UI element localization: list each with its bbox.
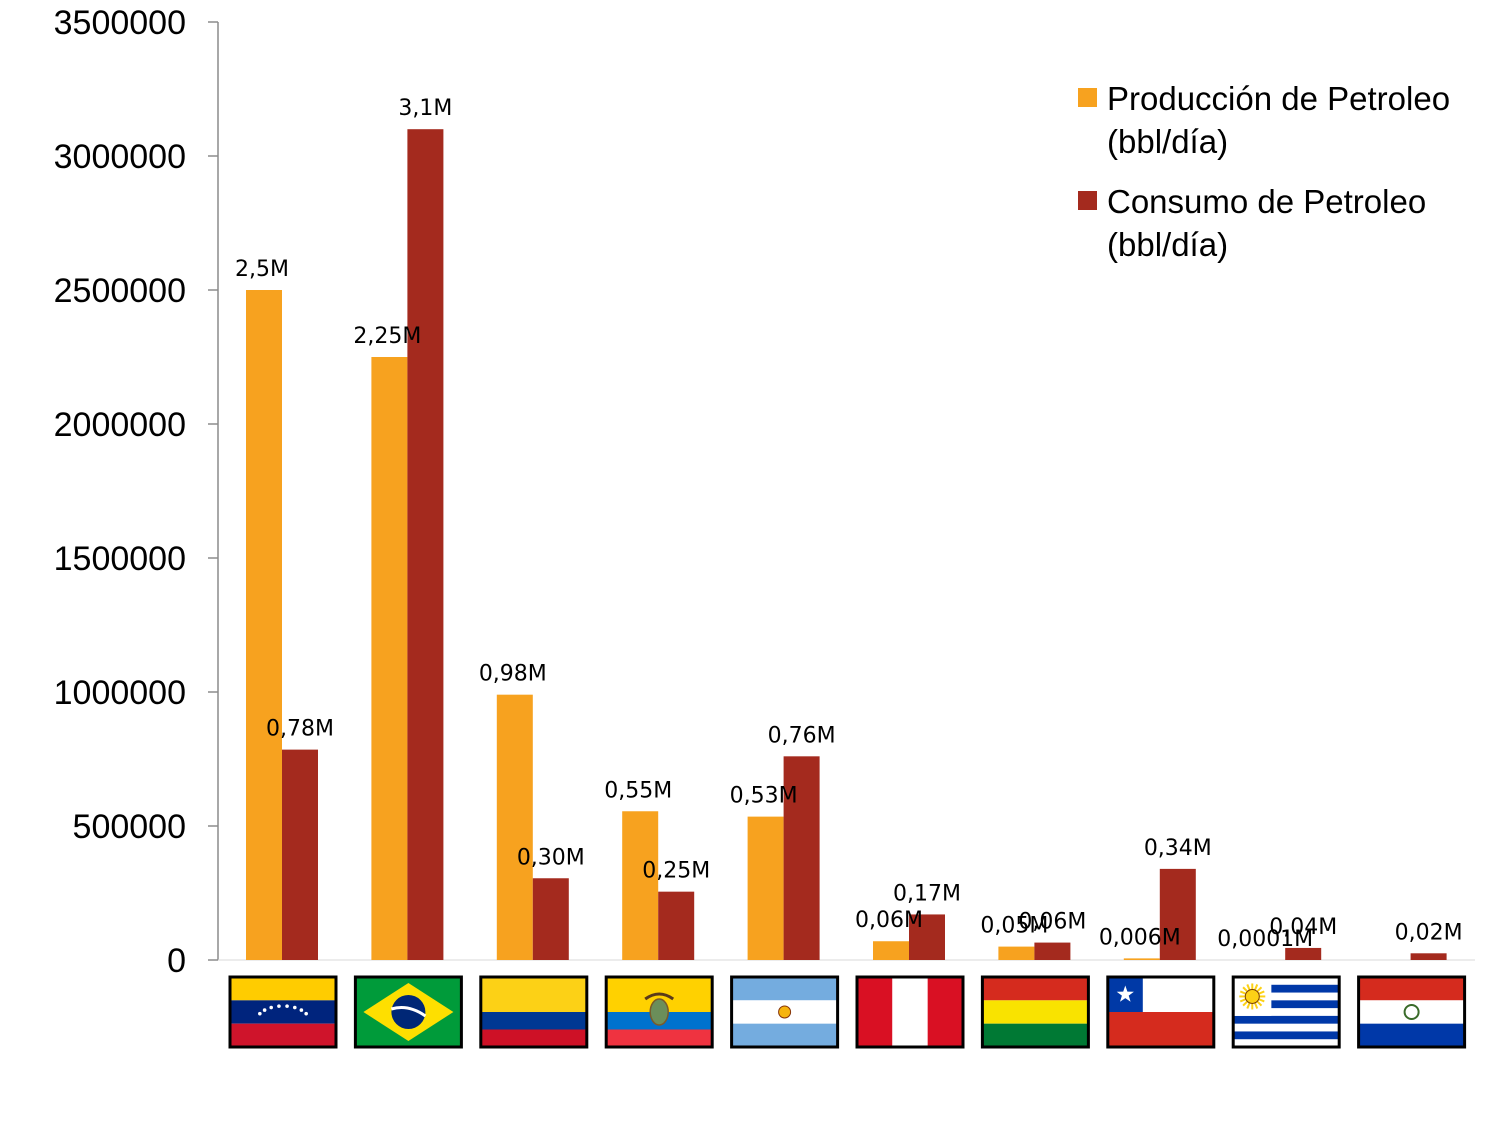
legend-swatch bbox=[1078, 88, 1097, 107]
production-bar bbox=[747, 816, 784, 960]
legend-label: Producción de Petroleo bbox=[1107, 80, 1450, 117]
legend-label: (bbl/día) bbox=[1107, 123, 1228, 160]
y-tick-label: 500000 bbox=[73, 808, 186, 846]
data-label: 0,0001M bbox=[1217, 927, 1313, 952]
data-label: 0,006M bbox=[1099, 925, 1181, 950]
production-bar bbox=[1123, 958, 1160, 960]
bars bbox=[246, 129, 1447, 960]
flag-colombia-icon bbox=[479, 975, 589, 1049]
flag-venezuela-icon bbox=[228, 975, 338, 1049]
data-label: 0,04M bbox=[1269, 915, 1337, 940]
consumption-bar bbox=[1159, 868, 1196, 960]
y-tick-label: 1500000 bbox=[54, 540, 186, 578]
y-tick-label: 2500000 bbox=[54, 272, 186, 310]
data-label: 0,30M bbox=[517, 845, 585, 870]
consumption-bar bbox=[1034, 942, 1071, 960]
data-label: 0,06M bbox=[1018, 910, 1086, 935]
country-flags bbox=[228, 975, 1467, 1049]
flag-bolivia-icon bbox=[980, 975, 1090, 1049]
flag-per-icon bbox=[855, 975, 965, 1049]
data-label: 0,06M bbox=[855, 908, 923, 933]
data-label: 0,98M bbox=[479, 662, 547, 687]
y-tick-label: 0 bbox=[167, 942, 186, 980]
production-bar bbox=[622, 811, 659, 960]
legend-label: (bbl/día) bbox=[1107, 226, 1228, 263]
y-axis: 0 500000 1000000 1500000 2000000 2500000 30000… bbox=[54, 4, 1475, 980]
data-label: 0,53M bbox=[730, 784, 798, 809]
y-tick-label: 2000000 bbox=[54, 406, 186, 444]
data-label: 0,25M bbox=[642, 859, 710, 884]
consumption-bar bbox=[658, 891, 695, 960]
y-tick-label: 1000000 bbox=[54, 674, 186, 712]
y-tick-label: 3000000 bbox=[54, 138, 186, 176]
data-label: 0,55M bbox=[604, 778, 672, 803]
data-label: 0,05M bbox=[980, 914, 1048, 939]
flag-argentina-icon bbox=[730, 975, 840, 1049]
consumption-bar bbox=[909, 914, 945, 960]
consumption-bar bbox=[407, 129, 444, 960]
data-label: 3,1M bbox=[398, 96, 452, 121]
y-tick-label: 3500000 bbox=[54, 4, 186, 42]
data-label: 0,76M bbox=[768, 723, 836, 748]
flag-uruguay-icon bbox=[1231, 975, 1341, 1049]
production-bar bbox=[873, 941, 909, 960]
consumption-bar bbox=[1410, 953, 1447, 960]
legend: Producción de Petroleo (bbl/día) Consumo d… bbox=[1078, 80, 1450, 263]
data-label: 2,5M bbox=[235, 257, 289, 282]
data-label: 2,25M bbox=[353, 324, 421, 349]
flag-brasil-icon bbox=[353, 975, 463, 1049]
data-label: 0,02M bbox=[1395, 920, 1463, 945]
legend-swatch bbox=[1078, 191, 1097, 210]
consumption-bar bbox=[532, 878, 569, 960]
flag-paraguay-icon bbox=[1357, 975, 1467, 1049]
data-label: 0,17M bbox=[893, 881, 961, 906]
data-label: 0,78M bbox=[266, 717, 334, 742]
consumption-bar bbox=[282, 749, 318, 960]
flag-chile-icon bbox=[1106, 975, 1216, 1049]
legend-label: Consumo de Petroleo bbox=[1107, 183, 1426, 220]
flag-ecuador-icon bbox=[604, 975, 714, 1049]
production-bar bbox=[371, 357, 408, 960]
production-bar bbox=[246, 290, 282, 960]
production-bar bbox=[998, 946, 1035, 960]
consumption-bar bbox=[1285, 947, 1322, 960]
data-label: 0,34M bbox=[1144, 836, 1212, 861]
production-bar bbox=[496, 694, 533, 960]
consumption-bar bbox=[783, 756, 820, 960]
